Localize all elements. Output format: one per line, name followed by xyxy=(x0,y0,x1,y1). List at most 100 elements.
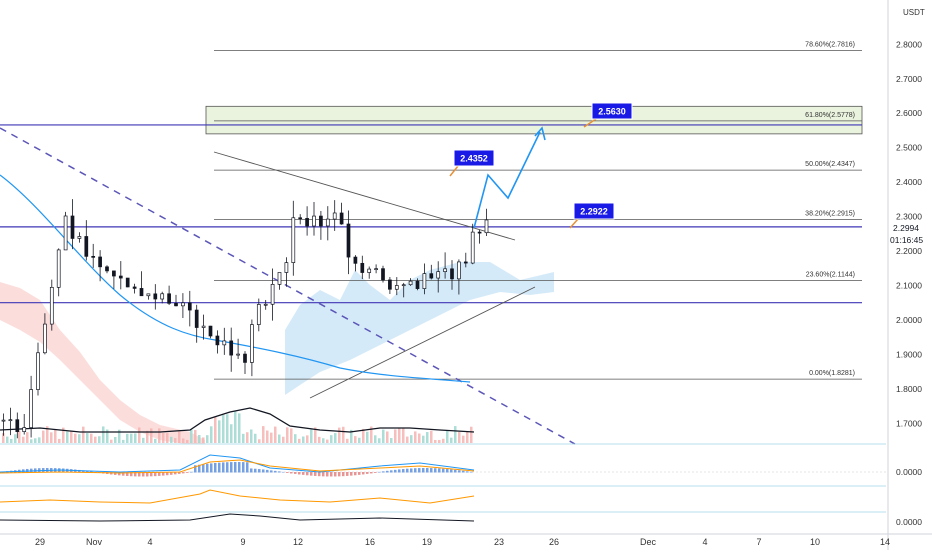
annotation-label-box[interactable] xyxy=(573,202,615,220)
target-zone-box[interactable] xyxy=(205,105,863,135)
candle-up[interactable] xyxy=(394,285,399,290)
candle-up[interactable] xyxy=(181,302,185,307)
candle-up[interactable] xyxy=(367,268,372,273)
candle-down[interactable] xyxy=(415,280,420,289)
candle-up[interactable] xyxy=(284,262,289,273)
candle-up[interactable] xyxy=(160,293,165,300)
candle-down[interactable] xyxy=(91,256,96,258)
candle-up[interactable] xyxy=(1,419,6,422)
candle-up[interactable] xyxy=(36,352,40,390)
candle-down[interactable] xyxy=(112,270,116,277)
triangle-lower-trendline[interactable] xyxy=(309,286,536,399)
volume-bar xyxy=(370,426,373,443)
candle-up[interactable] xyxy=(325,218,330,227)
candle-down[interactable] xyxy=(381,268,385,281)
candle-up[interactable] xyxy=(201,325,206,328)
candle-up[interactable] xyxy=(77,236,82,239)
candle-down[interactable] xyxy=(360,262,365,273)
candle-down[interactable] xyxy=(70,215,75,239)
candle-down[interactable] xyxy=(153,293,158,300)
macd-histogram-bar xyxy=(270,470,273,473)
candle-down[interactable] xyxy=(194,309,199,328)
annotation-label-box[interactable] xyxy=(453,149,495,167)
candle-down[interactable] xyxy=(388,279,392,290)
candle-up[interactable] xyxy=(401,284,406,287)
macd-histogram-bar xyxy=(334,472,337,477)
candle-down[interactable] xyxy=(305,218,309,227)
volume-bar xyxy=(206,435,209,443)
volume-bar xyxy=(218,420,221,443)
candle-up[interactable] xyxy=(436,271,441,279)
candle-up[interactable] xyxy=(332,212,337,220)
candle-up[interactable] xyxy=(256,304,261,325)
macd-histogram-bar xyxy=(450,469,453,473)
candle-down[interactable] xyxy=(139,288,144,297)
triangle-upper-trendline[interactable] xyxy=(213,151,516,241)
downtrend-dashed-line[interactable] xyxy=(0,127,576,445)
candle-up[interactable] xyxy=(22,427,27,432)
candle-down[interactable] xyxy=(105,266,109,272)
macd-histogram-bar xyxy=(262,469,265,473)
candle-down[interactable] xyxy=(84,236,89,257)
macd-histogram-bar xyxy=(250,468,253,473)
candle-down[interactable] xyxy=(353,256,358,264)
candle-up[interactable] xyxy=(8,419,13,422)
candle-down[interactable] xyxy=(298,217,303,220)
macd-histogram-bar xyxy=(342,472,345,477)
candle-up[interactable] xyxy=(270,284,275,305)
candle-up[interactable] xyxy=(422,273,427,289)
candle-up[interactable] xyxy=(263,303,268,306)
annotation-label-box[interactable] xyxy=(591,102,633,120)
candle-up[interactable] xyxy=(484,219,489,234)
candle-up[interactable] xyxy=(291,217,296,263)
candle-down[interactable] xyxy=(98,256,102,268)
candle-up[interactable] xyxy=(408,280,413,286)
candle-down[interactable] xyxy=(229,340,234,356)
candle-up[interactable] xyxy=(43,323,47,354)
candle-down[interactable] xyxy=(319,215,323,227)
candle-up[interactable] xyxy=(312,215,316,227)
candle-up[interactable] xyxy=(146,293,151,297)
candle-up[interactable] xyxy=(457,261,461,280)
candle-up[interactable] xyxy=(56,249,61,288)
candle-down[interactable] xyxy=(339,212,344,225)
volume-bar xyxy=(150,428,153,443)
projection-path[interactable] xyxy=(473,131,541,229)
candle-down[interactable] xyxy=(477,231,482,234)
candle-down[interactable] xyxy=(243,353,247,363)
candle-up[interactable] xyxy=(374,268,378,271)
candle-down[interactable] xyxy=(429,273,434,279)
candle-up[interactable] xyxy=(277,272,282,285)
candle-up[interactable] xyxy=(222,340,227,346)
candle-down[interactable] xyxy=(125,277,130,288)
candle-up[interactable] xyxy=(250,324,254,363)
candle-down[interactable] xyxy=(215,335,220,346)
volume-bar xyxy=(278,434,281,443)
volume-bar xyxy=(294,434,297,443)
macd-histogram-bar xyxy=(198,464,201,473)
candle-down[interactable] xyxy=(346,223,351,258)
time-axis-tick: 4 xyxy=(702,537,707,547)
volume-bar xyxy=(450,437,453,443)
volume-bar xyxy=(234,410,237,443)
candle-down[interactable] xyxy=(15,419,20,432)
candle-down[interactable] xyxy=(463,261,468,264)
candle-up[interactable] xyxy=(29,389,33,428)
candle-down[interactable] xyxy=(208,325,213,337)
candle-up[interactable] xyxy=(443,268,447,273)
candle-up[interactable] xyxy=(470,231,475,264)
volume-bar xyxy=(362,428,365,443)
candle-up[interactable] xyxy=(49,286,54,325)
candle-up[interactable] xyxy=(236,353,240,356)
volume-bar xyxy=(438,439,441,443)
candle-down[interactable] xyxy=(187,302,192,311)
price-axis-tick: 1.8000 xyxy=(896,384,922,394)
candle-down[interactable] xyxy=(132,286,137,289)
candle-down[interactable] xyxy=(450,268,454,280)
candle-down[interactable] xyxy=(174,303,178,307)
candle-down[interactable] xyxy=(118,275,123,279)
candle-down[interactable] xyxy=(167,293,171,304)
candle-up[interactable] xyxy=(63,215,68,251)
